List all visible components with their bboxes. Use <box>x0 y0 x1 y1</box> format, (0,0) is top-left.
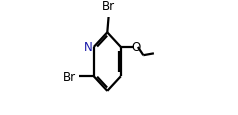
Text: Br: Br <box>102 0 115 13</box>
Text: O: O <box>132 41 141 54</box>
Text: N: N <box>84 41 92 54</box>
Text: Br: Br <box>63 70 76 83</box>
